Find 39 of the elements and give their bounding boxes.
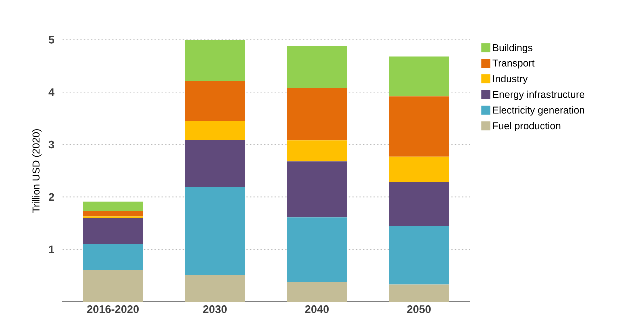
bar xyxy=(83,270,144,302)
bar xyxy=(287,46,348,88)
y-tick-label: 1 xyxy=(49,246,54,254)
bar xyxy=(389,56,450,97)
bar xyxy=(83,202,144,212)
bar xyxy=(185,140,246,188)
bar xyxy=(389,182,450,227)
bar xyxy=(389,156,450,182)
bar xyxy=(287,218,348,282)
y-tick-label: 5 xyxy=(48,36,54,44)
legend-label: Fuel production xyxy=(493,122,561,132)
bar xyxy=(185,121,246,140)
x-tick-label: 2030 xyxy=(203,306,227,314)
y-axis-title: Trillion USD (2020) xyxy=(32,129,42,213)
bar xyxy=(389,284,450,302)
legend-label: Buildings xyxy=(493,44,533,54)
x-tick-label: 2050 xyxy=(407,306,431,314)
bar xyxy=(389,226,450,285)
bar xyxy=(287,88,348,141)
y-tick-label: 4 xyxy=(48,88,55,96)
legend-label: Transport xyxy=(492,60,535,69)
bar xyxy=(287,282,348,302)
x-tick-label: 2040 xyxy=(305,306,329,314)
bar xyxy=(83,211,144,217)
bar xyxy=(185,40,246,82)
bar xyxy=(185,275,246,302)
bar xyxy=(185,187,246,276)
legend-label: Energy infrastructure xyxy=(493,90,585,100)
legend-label: Industry xyxy=(493,75,528,84)
y-tick-label: 3 xyxy=(48,140,54,149)
bar xyxy=(389,96,450,157)
bar xyxy=(83,244,144,271)
y-tick-label: 2 xyxy=(49,193,54,202)
bar xyxy=(287,140,348,162)
bar xyxy=(287,162,348,218)
legend-label: Electricity generation xyxy=(493,106,584,116)
bar xyxy=(185,81,246,122)
x-tick-label: 2016-2020 xyxy=(87,306,139,314)
bar xyxy=(83,218,144,244)
